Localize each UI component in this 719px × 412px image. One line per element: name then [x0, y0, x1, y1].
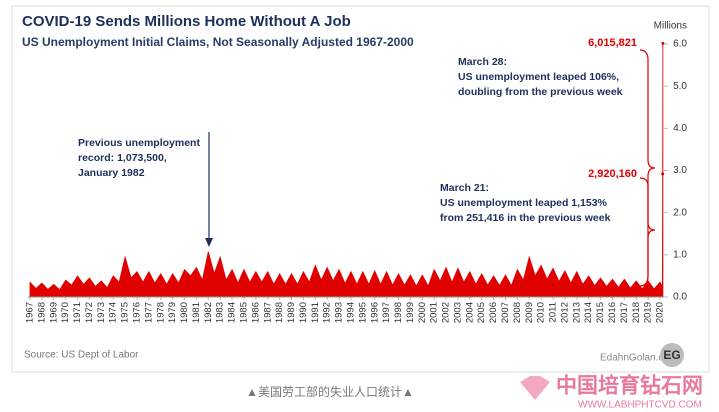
caption: ▲美国劳工部的失业人口统计▲	[246, 384, 414, 399]
x-tick-label: 1970	[60, 302, 71, 323]
x-tick-label: 1992	[322, 302, 333, 323]
x-tick-label: 1976	[132, 302, 143, 323]
x-tick-label: 2004	[464, 302, 475, 323]
watermark-icon	[520, 376, 550, 400]
x-tick-label: 1980	[179, 302, 190, 323]
logo-badge	[660, 343, 684, 367]
x-tick-label: 1988	[274, 302, 285, 323]
x-tick-label: 2016	[607, 302, 618, 323]
y-tick-label: 0.0	[673, 292, 687, 303]
x-tick-label: 1967	[25, 302, 36, 323]
x-tick-label: 1997	[381, 302, 392, 323]
watermark-url: WWW.LABHPHTCVD.COM	[578, 400, 702, 411]
x-tick-label: 1977	[143, 302, 154, 323]
x-tick-label: 1973	[96, 302, 107, 323]
highlight-label: 6,015,821	[588, 37, 637, 49]
x-tick-label: 1975	[120, 302, 131, 323]
x-tick-label: 2005	[476, 302, 487, 323]
x-tick-label: 1996	[369, 302, 380, 323]
x-tick-label: 1986	[250, 302, 261, 323]
brace	[639, 177, 656, 287]
y-tick-label: 1.0	[673, 249, 687, 260]
x-tick-label: 2010	[536, 302, 547, 323]
site: EdahnGolan.com	[600, 353, 677, 364]
chart-frame	[11, 5, 710, 373]
x-tick-label: 1991	[310, 302, 321, 323]
y-tick-label: 3.0	[673, 165, 687, 176]
x-tick-label: 2009	[524, 302, 535, 323]
x-tick-label: 1985	[238, 302, 249, 323]
y-tick-label: 4.0	[673, 123, 687, 134]
x-tick-label: 2015	[595, 302, 606, 323]
x-tick-label: 2003	[452, 302, 463, 323]
y-tick-label: 6.0	[673, 39, 687, 50]
annotation: record: 1,073,500,	[78, 152, 167, 164]
annotation: Previous unemployment	[78, 137, 200, 149]
x-tick-label: 1993	[334, 302, 345, 323]
x-tick-label: 1979	[167, 302, 178, 323]
annotation: from 251,416 in the previous week	[440, 212, 611, 224]
x-tick-label: 1982	[203, 302, 214, 323]
source: Source: US Dept of Labor	[24, 350, 139, 361]
highlight-label: 2,920,160	[588, 168, 637, 180]
highlight-point	[661, 172, 665, 176]
x-tick-label: 2002	[441, 302, 452, 323]
logo: EG	[663, 348, 680, 362]
annotation: US unemployment leaped 1,153%	[440, 197, 608, 209]
x-tick-label: 2006	[488, 302, 499, 323]
x-tick-label: 1987	[262, 302, 273, 323]
x-tick-label: 1968	[36, 302, 47, 323]
arrow-head	[205, 238, 213, 247]
x-tick-label: 2017	[619, 302, 630, 323]
x-tick-label: 1998	[393, 302, 404, 323]
x-tick-label: 1995	[357, 302, 368, 323]
annotation: doubling from the previous week	[458, 86, 623, 98]
x-tick-label: 1989	[286, 302, 297, 323]
y-axis-label: Millions	[654, 21, 687, 32]
x-tick-label: 2013	[571, 302, 582, 323]
x-tick-label: 2001	[429, 302, 440, 323]
x-tick-label: 1972	[84, 302, 95, 323]
chart-title: COVID-19 Sends Millions Home Without A J…	[22, 13, 351, 30]
x-tick-label: 2014	[583, 302, 594, 323]
x-tick-label: 1990	[298, 302, 309, 323]
x-tick-label: 1969	[48, 302, 59, 323]
x-tick-label: 1984	[227, 302, 238, 323]
annotation: January 1982	[78, 167, 145, 179]
annotation: US unemployment leaped 106%,	[458, 71, 619, 83]
annotation: March 28:	[458, 56, 507, 68]
x-tick-label: 2011	[548, 302, 559, 322]
area	[29, 43, 664, 298]
y-tick-label: 2.0	[673, 207, 687, 218]
x-tick-label: 2008	[512, 302, 523, 323]
chart-subtitle: US Unemployment Initial Claims, Not Seas…	[22, 35, 414, 49]
x-tick-label: 2000	[417, 302, 428, 323]
x-tick-label: 1971	[72, 302, 83, 323]
x-tick-label: 1999	[405, 302, 416, 323]
x-tick-label: 1978	[155, 302, 166, 323]
highlight-point	[661, 41, 665, 45]
x-tick-label: 2012	[559, 302, 570, 323]
x-tick-label: 1981	[191, 302, 202, 323]
x-tick-label: 2019	[643, 302, 654, 323]
x-tick-label: 1974	[108, 302, 119, 323]
x-tick-label: 2020	[655, 302, 666, 323]
x-tick-label: 2007	[500, 302, 511, 323]
annotation: March 21:	[440, 182, 489, 194]
x-tick-label: 2018	[631, 302, 642, 323]
x-tick-label: 1994	[345, 302, 356, 323]
x-tick-label: 1983	[215, 302, 226, 323]
y-tick-label: 5.0	[673, 81, 687, 92]
watermark-name: 中国培育钻石网	[556, 374, 703, 398]
